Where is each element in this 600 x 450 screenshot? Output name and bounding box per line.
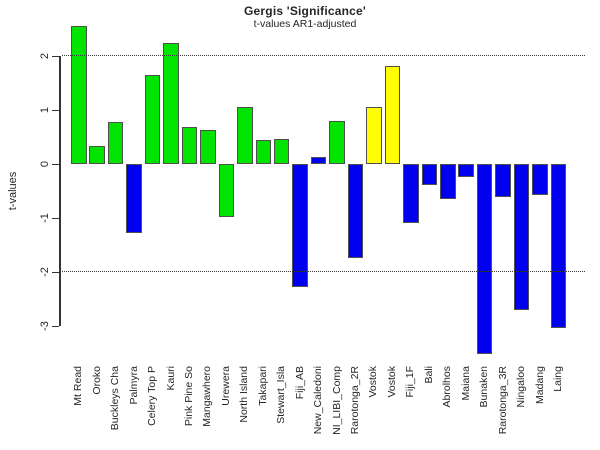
x-category-label: Bali: [422, 366, 435, 384]
chart-title: Gergis 'Significance': [244, 4, 366, 18]
bar: [329, 120, 345, 164]
x-category-label: Mangawhero: [201, 366, 214, 427]
x-category-label: Abrolhos: [441, 366, 454, 408]
x-category-label: Rarotonga_3R: [496, 366, 509, 435]
bar: [458, 164, 474, 177]
bar: [89, 146, 105, 164]
x-category-label: Oroko: [90, 366, 103, 395]
x-category-label: Fiji_1F: [404, 366, 417, 398]
x-category-label: Bunaken: [478, 366, 491, 408]
y-tick: [52, 55, 59, 57]
bar: [403, 164, 419, 223]
x-category-label: New_Caledoni: [312, 366, 325, 435]
bar: [200, 129, 216, 164]
x-category-label: NI_LIBI_Comp: [330, 366, 343, 435]
bar: [495, 164, 511, 197]
x-category-label: Maiana: [459, 366, 472, 401]
y-axis-label: t-values: [7, 171, 19, 211]
y-tick-label: -2: [39, 267, 51, 277]
bar: [513, 164, 530, 310]
bar: [421, 164, 438, 186]
x-category-label: Kauri: [164, 366, 177, 391]
bar: [532, 164, 548, 195]
y-tick: [52, 325, 59, 327]
x-category-label: Mt Read: [72, 366, 85, 406]
y-tick: [52, 217, 59, 219]
y-tick: [52, 109, 59, 111]
bar: [476, 164, 493, 355]
y-tick-label: -3: [39, 321, 51, 331]
bar: [218, 164, 235, 217]
x-category-label: Celery Top P: [146, 366, 159, 426]
y-axis: [59, 56, 61, 326]
y-tick: [52, 271, 59, 273]
bar: [181, 127, 198, 164]
bar: [163, 42, 179, 164]
x-category-label: Laing: [551, 366, 564, 392]
bar: [292, 164, 308, 287]
bar: [126, 164, 142, 233]
x-category-label: North Island: [238, 366, 251, 423]
reference-line-lower: [62, 271, 585, 272]
x-category-label: Pink Pine So: [182, 366, 195, 427]
bar: [366, 107, 382, 164]
bar: [384, 66, 401, 164]
x-category-label: Palmyra: [127, 366, 140, 405]
x-category-label: Fiji_AB: [293, 366, 306, 400]
y-tick-label: 1: [39, 106, 51, 114]
bar: [71, 25, 87, 164]
chart-subtitle: t-values AR1-adjusted: [253, 18, 357, 30]
x-category-label: Ningaloo: [515, 366, 528, 408]
x-category-label: Urewera: [219, 366, 232, 406]
bar: [107, 121, 124, 164]
y-tick: [52, 163, 59, 165]
bar: [273, 139, 290, 164]
bar: [237, 106, 253, 164]
bar: [144, 75, 161, 164]
y-tick-label: -1: [39, 213, 51, 223]
y-tick-label: 2: [39, 52, 51, 60]
x-category-label: Vostok: [385, 366, 398, 398]
bar: [255, 140, 271, 164]
x-category-label: Madang: [533, 366, 546, 404]
x-category-label: Buckleys Cha: [109, 366, 122, 431]
bar: [440, 164, 456, 199]
bar: [347, 164, 364, 258]
reference-line-upper: [62, 55, 585, 56]
x-category-label: Rarotonga_2R: [349, 366, 361, 435]
bar: [550, 164, 567, 329]
x-category-label: Vostok: [367, 366, 380, 398]
bar: [310, 156, 327, 164]
x-category-label: Takapari: [256, 366, 269, 406]
x-category-label: Stewart_Isla: [275, 366, 288, 424]
y-tick-label: 0: [39, 160, 51, 168]
